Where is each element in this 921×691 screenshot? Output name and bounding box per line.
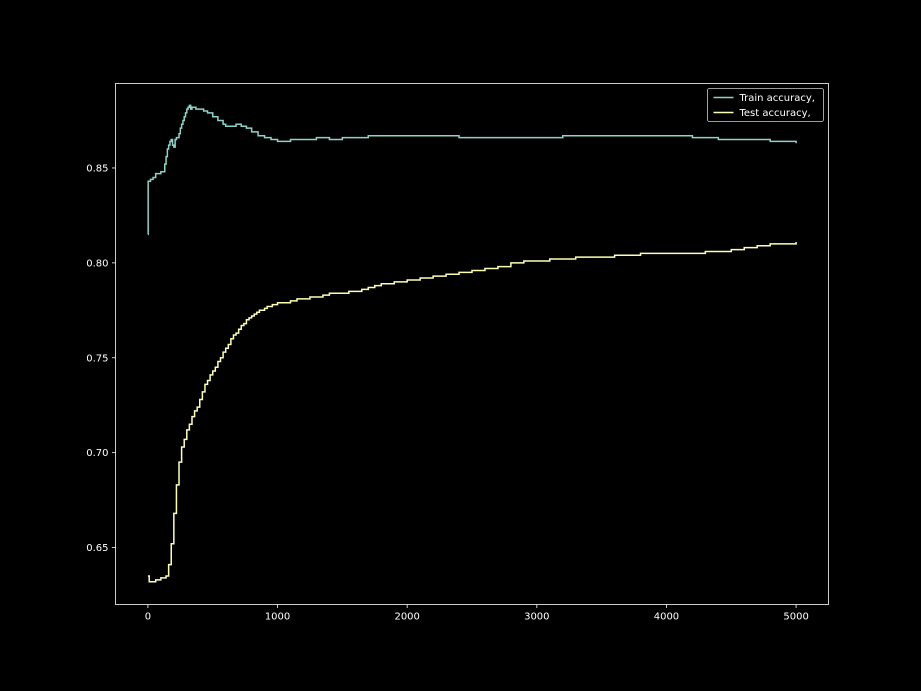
series-line-train-accuracy: [147, 104, 797, 236]
y-tick-label: 0.75: [86, 353, 108, 364]
x-tick-label: 2000: [394, 612, 419, 623]
y-tick-label: 0.65: [86, 543, 108, 554]
x-tick-label: 3000: [524, 612, 549, 623]
y-tick-label: 0.80: [86, 258, 108, 269]
x-axis: 0 1000 2000 3000 4000 5000: [145, 604, 809, 623]
plot-lines: [147, 104, 797, 583]
x-tick-label: 5000: [783, 612, 808, 623]
series-line-test-accuracy: [147, 241, 797, 583]
legend-label: Test accuracy,: [739, 108, 811, 119]
y-axis: 0.65 0.70 0.75 0.80 0.85: [86, 163, 116, 554]
x-tick-label: 4000: [654, 612, 679, 623]
legend-label: Train accuracy,: [739, 93, 815, 104]
y-tick-label: 0.85: [86, 163, 108, 174]
y-tick-label: 0.70: [86, 448, 108, 459]
x-tick-label: 1000: [265, 612, 290, 623]
x-tick-label: 0: [145, 612, 151, 623]
legend-box: [707, 88, 824, 122]
plot-frame: [115, 83, 829, 605]
legend: Train accuracy, Test accuracy,: [707, 88, 824, 122]
